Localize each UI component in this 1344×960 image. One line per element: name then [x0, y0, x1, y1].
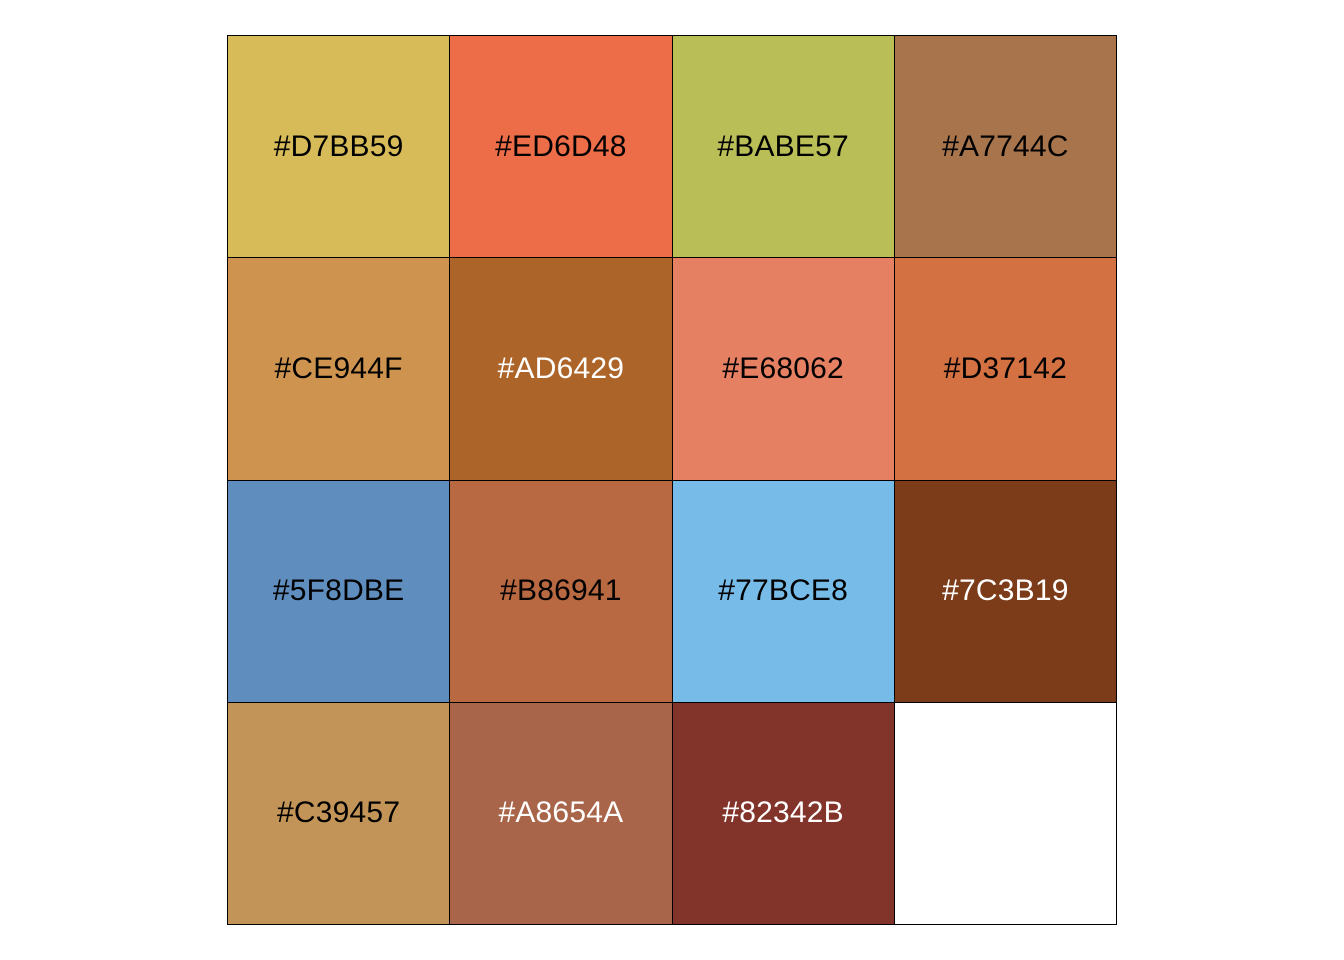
swatch-hex-label: #CE944F	[274, 351, 403, 385]
color-swatch: #B86941	[450, 480, 673, 703]
swatch-hex-label: #ED6D48	[495, 129, 627, 163]
color-swatch: #D37142	[894, 258, 1117, 481]
swatch-hex-label: #A7744C	[942, 129, 1069, 163]
swatch-hex-label: #7C3B19	[942, 574, 1069, 608]
color-swatch: #C39457	[228, 702, 451, 925]
color-swatch: #AD6429	[450, 258, 673, 481]
color-swatch: #82342B	[672, 702, 895, 925]
color-swatch: #7C3B19	[894, 480, 1117, 703]
swatch-hex-label: #E68062	[722, 351, 844, 385]
color-swatch: #ED6D48	[450, 36, 673, 259]
swatch-hex-label: #C39457	[277, 796, 401, 830]
swatch-hex-label: #B86941	[500, 574, 622, 608]
color-swatch: #BABE57	[672, 36, 895, 259]
color-swatch: #A7744C	[894, 36, 1117, 259]
swatch-hex-label: #77BCE8	[718, 574, 849, 608]
color-swatch: #5F8DBE	[228, 480, 451, 703]
empty-swatch	[894, 702, 1117, 925]
swatch-hex-label: #BABE57	[717, 129, 849, 163]
swatch-hex-label: #5F8DBE	[272, 574, 405, 608]
swatch-hex-label: #AD6429	[497, 351, 625, 385]
color-palette-grid: #D7BB59 #ED6D48 #BABE57 #A7744C #CE944F …	[227, 35, 1117, 925]
color-swatch: #A8654A	[450, 702, 673, 925]
swatch-hex-label: #82342B	[722, 796, 844, 830]
color-swatch: #77BCE8	[672, 480, 895, 703]
swatch-hex-label: #A8654A	[498, 796, 624, 830]
swatch-hex-label: #D37142	[943, 351, 1067, 385]
color-swatch: #E68062	[672, 258, 895, 481]
swatch-hex-label: #D7BB59	[273, 129, 404, 163]
color-swatch: #CE944F	[228, 258, 451, 481]
color-swatch: #D7BB59	[228, 36, 451, 259]
